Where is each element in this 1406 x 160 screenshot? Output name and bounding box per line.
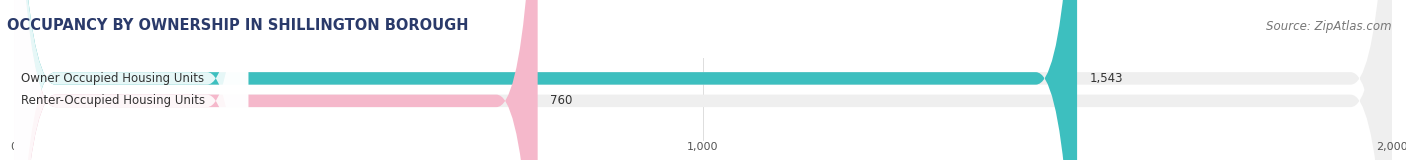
Text: OCCUPANCY BY OWNERSHIP IN SHILLINGTON BOROUGH: OCCUPANCY BY OWNERSHIP IN SHILLINGTON BO… — [7, 18, 468, 33]
Text: Owner Occupied Housing Units: Owner Occupied Housing Units — [21, 72, 204, 85]
FancyBboxPatch shape — [14, 0, 1392, 160]
FancyBboxPatch shape — [14, 0, 537, 160]
FancyBboxPatch shape — [14, 0, 1077, 160]
Text: Renter-Occupied Housing Units: Renter-Occupied Housing Units — [21, 94, 205, 107]
FancyBboxPatch shape — [14, 0, 249, 160]
Text: 760: 760 — [550, 94, 572, 107]
FancyBboxPatch shape — [14, 0, 249, 160]
Text: Source: ZipAtlas.com: Source: ZipAtlas.com — [1267, 20, 1392, 33]
FancyBboxPatch shape — [14, 0, 1392, 160]
Text: 1,543: 1,543 — [1090, 72, 1123, 85]
